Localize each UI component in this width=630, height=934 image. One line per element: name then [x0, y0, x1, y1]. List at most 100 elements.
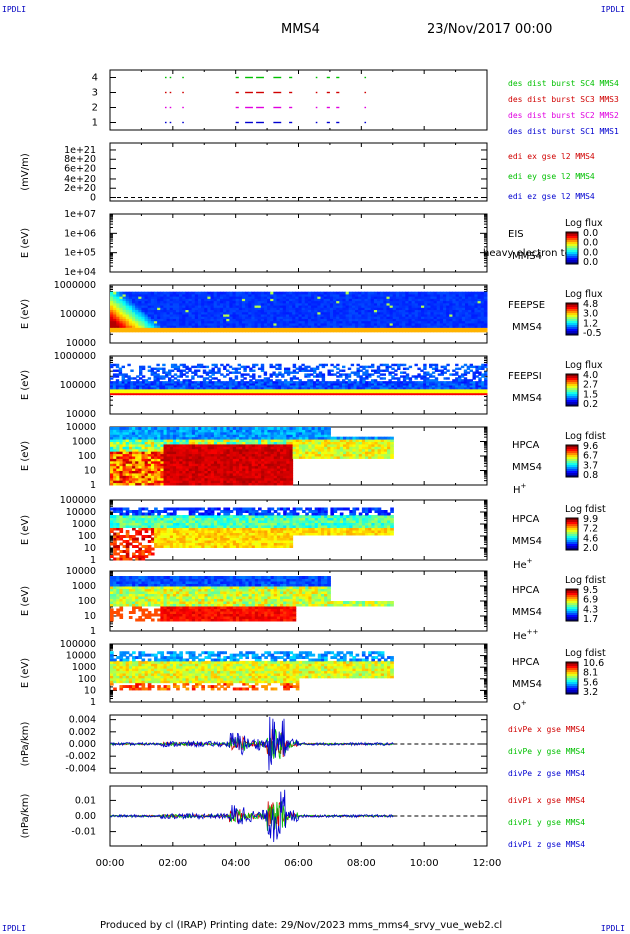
y-tick-label-feepse: 1000000	[54, 280, 96, 291]
y-tick-label-burst: 2	[92, 103, 98, 114]
colorbar-tick-feepsi: 2.7	[583, 380, 598, 391]
colorbar-cell	[566, 534, 578, 537]
legend-entry-divpe: divPe z gse MMS4	[508, 769, 585, 778]
instrument-label-hpca_hepp: HPCA	[512, 585, 540, 596]
colorbar-cell	[566, 453, 578, 456]
footer-text: Produced by cl (IRAP) Printing date: 29/…	[100, 920, 503, 931]
species-label-hpca_he: He+	[513, 557, 533, 571]
time-axis-label: 02:00	[158, 858, 187, 869]
colorbar-cell	[566, 672, 578, 675]
spacecraft-label-hpca_h: MMS4	[512, 462, 542, 473]
colorbar-cell	[566, 520, 578, 523]
colorbar-tick-eis: 0.0	[583, 238, 598, 249]
colorbar-tick-hpca_he: 4.6	[583, 533, 598, 544]
colorbar-cell	[566, 680, 578, 683]
colorbar-cell	[566, 311, 578, 314]
time-axis-label: 06:00	[284, 858, 313, 869]
colorbar-cell	[566, 325, 578, 328]
colorbar-title-hpca_h: Log fdist	[565, 431, 606, 442]
y-tick-label-divpi: -0.01	[71, 827, 96, 838]
y-tick-label-hpca_he: 100	[78, 531, 96, 542]
spacecraft-label-hpca_he: MMS4	[512, 536, 542, 547]
colorbar-tick-hpca_he: 2.0	[583, 543, 598, 554]
y-tick-label-edi: 0	[90, 193, 96, 204]
legend-entry-divpi: divPi z gse MMS4	[508, 840, 585, 849]
header-spacecraft: MMS4	[281, 22, 320, 37]
colorbar-tick-feepsi: 4.0	[583, 370, 598, 381]
y-axis-label-feepse: E (eV)	[20, 299, 31, 329]
y-tick-label-hpca_hepp: 10000	[66, 566, 96, 577]
instrument-label-hpca_he: HPCA	[512, 514, 540, 525]
spacecraft-label-hpca_o: MMS4	[512, 679, 542, 690]
colorbar-cell	[566, 662, 578, 665]
colorbar-frame-hpca_he	[565, 517, 579, 551]
legend-entry-divpi: divPi x gse MMS4	[508, 796, 585, 805]
spectrogram-feepse	[110, 291, 488, 333]
y-tick-label-eis: 1e+05	[64, 248, 96, 259]
colorbar-tick-hpca_h: 0.8	[583, 470, 598, 481]
colorbar-cell	[566, 451, 578, 454]
colorbar-cell	[566, 542, 578, 545]
colorbar-tick-hpca_hepp: 4.3	[583, 604, 598, 615]
y-tick-label-divpe: 0.004	[69, 715, 96, 726]
colorbar-cell	[566, 682, 578, 685]
colorbar-cell	[566, 254, 578, 257]
colorbar-cell	[566, 388, 578, 391]
colorbar-cell	[566, 396, 578, 399]
colorbar-tick-feepse: 3.0	[583, 309, 598, 320]
colorbar-cell	[566, 684, 578, 687]
colorbar-cell	[566, 603, 578, 606]
colorbar-cell	[566, 599, 578, 602]
y-tick-label-hpca_o: 1000	[72, 662, 96, 673]
y-tick-label-burst: 4	[92, 73, 98, 84]
colorbar-cell	[566, 619, 578, 622]
y-axis-label-edi: (mV/m)	[20, 153, 31, 191]
colorbar-cell	[566, 242, 578, 245]
colorbar-cell	[566, 447, 578, 450]
colorbar-cell	[566, 392, 578, 395]
y-tick-label-divpe: 0.000	[69, 739, 96, 750]
colorbar-cell	[566, 329, 578, 332]
spectrogram-hpca_hepp	[110, 576, 394, 622]
colorbar-cell	[566, 333, 578, 336]
y-tick-label-hpca_h: 10000	[66, 422, 96, 433]
panel-frame-edi	[109, 142, 488, 202]
legend-entry-divpe: divPe x gse MMS4	[508, 725, 585, 734]
colorbar-cell	[566, 688, 578, 691]
time-axis-label: 04:00	[221, 858, 250, 869]
legend-entry-burst: des dist burst SC2 MMS2	[508, 111, 619, 120]
colorbar-cell	[566, 445, 578, 448]
colorbar-tick-hpca_he: 7.2	[583, 524, 598, 535]
colorbar-cell	[566, 238, 578, 241]
legend-entry-edi: edi ex gse l2 MMS4	[508, 152, 595, 161]
legend-entry-burst: des dist burst SC1 MMS1	[508, 127, 619, 136]
colorbar-cell	[566, 532, 578, 535]
y-tick-label-hpca_he: 100000	[60, 495, 96, 506]
legend-entry-burst: des dist burst SC4 MMS4	[508, 79, 619, 88]
colorbar-cell	[566, 686, 578, 689]
y-tick-label-hpca_hepp: 1000	[72, 581, 96, 592]
series-line-divpi-2	[109, 789, 394, 843]
colorbar-title-hpca_hepp: Log fdist	[565, 575, 606, 586]
colorbar-cell	[566, 313, 578, 316]
colorbar-frame-feepsi	[565, 373, 579, 407]
colorbar-cell	[566, 382, 578, 385]
colorbar-cell	[566, 315, 578, 318]
y-axis-label-hpca_he: E (eV)	[20, 515, 31, 545]
colorbar-cell	[566, 260, 578, 263]
colorbar-tick-eis: 0.0	[583, 228, 598, 239]
colorbar-tick-hpca_hepp: 9.5	[583, 585, 598, 596]
y-tick-label-hpca_h: 1	[90, 480, 96, 491]
time-axis-label: 08:00	[347, 858, 376, 869]
colorbar-cell	[566, 666, 578, 669]
colorbar-cell	[566, 459, 578, 462]
legend-entry-divpe: divPe y gse MMS4	[508, 747, 585, 756]
colorbar-cell	[566, 234, 578, 237]
y-tick-label-hpca_o: 100	[78, 674, 96, 685]
colorbar-cell	[566, 538, 578, 541]
colorbar-cell	[566, 384, 578, 387]
y-tick-label-feepse: 100000	[60, 309, 96, 320]
colorbar-cell	[566, 611, 578, 614]
colorbar-cell	[566, 463, 578, 466]
overlay-text-eis: heavy electron to	[483, 248, 571, 259]
